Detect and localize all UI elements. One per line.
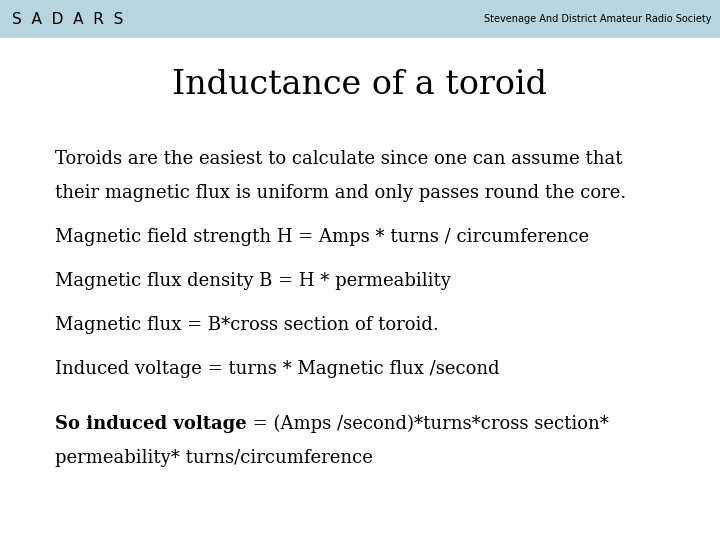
Text: Induced voltage = turns * Magnetic flux /second: Induced voltage = turns * Magnetic flux … bbox=[55, 360, 500, 378]
Text: Magnetic flux density B = H * permeability: Magnetic flux density B = H * permeabili… bbox=[55, 272, 451, 290]
Text: permeability* turns/circumference: permeability* turns/circumference bbox=[55, 449, 373, 467]
Text: Magnetic flux = B*cross section of toroid.: Magnetic flux = B*cross section of toroi… bbox=[55, 316, 438, 334]
Text: Toroids are the easiest to calculate since one can assume that: Toroids are the easiest to calculate sin… bbox=[55, 150, 623, 168]
Text: S  A  D  A  R  S: S A D A R S bbox=[12, 11, 123, 26]
Text: = (Amps /second)*turns*cross section*: = (Amps /second)*turns*cross section* bbox=[247, 415, 608, 433]
Text: Magnetic field strength H = Amps * turns / circumference: Magnetic field strength H = Amps * turns… bbox=[55, 228, 589, 246]
Text: Stevenage And District Amateur Radio Society: Stevenage And District Amateur Radio Soc… bbox=[485, 14, 712, 24]
Text: So induced voltage: So induced voltage bbox=[55, 415, 247, 433]
Bar bbox=[0, 0, 720, 38]
Text: their magnetic flux is uniform and only passes round the core.: their magnetic flux is uniform and only … bbox=[55, 184, 626, 202]
Text: Inductance of a toroid: Inductance of a toroid bbox=[173, 69, 547, 101]
